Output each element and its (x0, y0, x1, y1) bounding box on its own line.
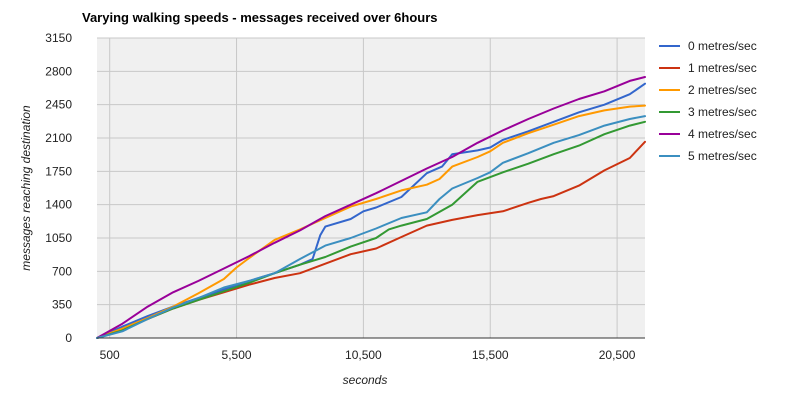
x-tick-label: 10,500 (345, 348, 382, 362)
y-tick-label: 1750 (45, 164, 72, 178)
series-line (96, 104, 646, 339)
series-line (96, 76, 646, 339)
legend-entry: 0 metres/sec (688, 39, 757, 53)
y-tick-label: 3150 (45, 31, 72, 45)
legend-entry: 5 metres/sec (688, 149, 757, 163)
legend-entry: 4 metres/sec (688, 127, 757, 141)
y-tick-label: 350 (52, 298, 72, 312)
x-tick-label: 500 (100, 348, 120, 362)
x-axis-ticks: 500 5,500 10,500 15,500 20,500 (100, 348, 636, 362)
series-line (96, 120, 646, 339)
y-tick-label: 2100 (45, 131, 72, 145)
y-tick-label: 2450 (45, 98, 72, 112)
y-tick-label: 1400 (45, 198, 72, 212)
plot-area (97, 38, 645, 338)
x-tick-label: 15,500 (472, 348, 509, 362)
y-tick-label: 0 (65, 331, 72, 345)
x-tick-label: 20,500 (599, 348, 636, 362)
x-axis-label: seconds (343, 373, 388, 387)
series-lines (96, 76, 646, 339)
legend-entry: 1 metres/sec (688, 61, 757, 75)
legend-entry: 3 metres/sec (688, 105, 757, 119)
series-line (96, 115, 646, 339)
x-tick-label: 5,500 (222, 348, 252, 362)
y-tick-label: 700 (52, 264, 72, 278)
legend-entry: 2 metres/sec (688, 83, 757, 97)
y-axis-ticks: 0 350 700 1050 1400 1750 2100 2450 2800 3150 (45, 31, 72, 345)
y-tick-label: 1050 (45, 231, 72, 245)
y-axis-label: messages reaching destination (19, 105, 33, 271)
chart-title: Varying walking speeds - messages receiv… (82, 10, 438, 25)
y-tick-label: 2800 (45, 64, 72, 78)
legend: 0 metres/sec 1 metres/sec 2 metres/sec 3 me… (659, 39, 757, 163)
grid-lines (97, 37, 645, 339)
